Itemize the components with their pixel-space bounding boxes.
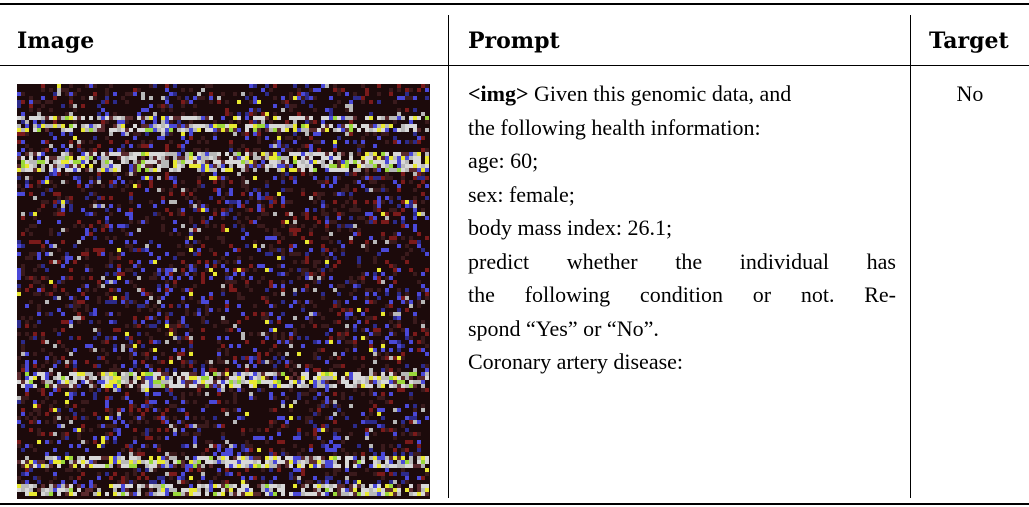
prompt-intro: Given this genomic data, and — [528, 81, 792, 106]
prompt-line-8: spond “Yes” or “No”. — [468, 315, 659, 341]
prompt-line-2: the following health information: — [468, 114, 761, 140]
prompt-sex: sex: female; — [468, 181, 575, 207]
column-divider-2 — [910, 15, 911, 498]
header-image: Image — [17, 28, 95, 54]
prompt-condition: Coronary artery disease: — [468, 349, 684, 374]
table-header-rule — [0, 65, 1029, 66]
prompt-age: age: 60; — [468, 148, 539, 173]
prompt-line-6: predict whether the individual has — [468, 248, 896, 274]
column-divider-1 — [448, 15, 449, 498]
target-value: No — [956, 81, 984, 106]
prompt-line-7: the following condition or not. Re- — [468, 282, 896, 307]
header-target: Target — [929, 28, 1009, 54]
header-prompt: Prompt — [468, 28, 560, 54]
genomic-data-image — [17, 84, 430, 499]
img-token: <img> — [468, 81, 529, 106]
prompt-line-1: <img> Given this genomic data, and — [468, 77, 896, 111]
prompt-bmi: body mass index: 26.1; — [468, 215, 673, 240]
genomic-heatmap — [17, 84, 429, 496]
prompt-cell: <img> Given this genomic data, and the f… — [468, 77, 896, 379]
table-bottom-rule — [0, 503, 1029, 505]
table-top-rule — [0, 3, 1029, 5]
